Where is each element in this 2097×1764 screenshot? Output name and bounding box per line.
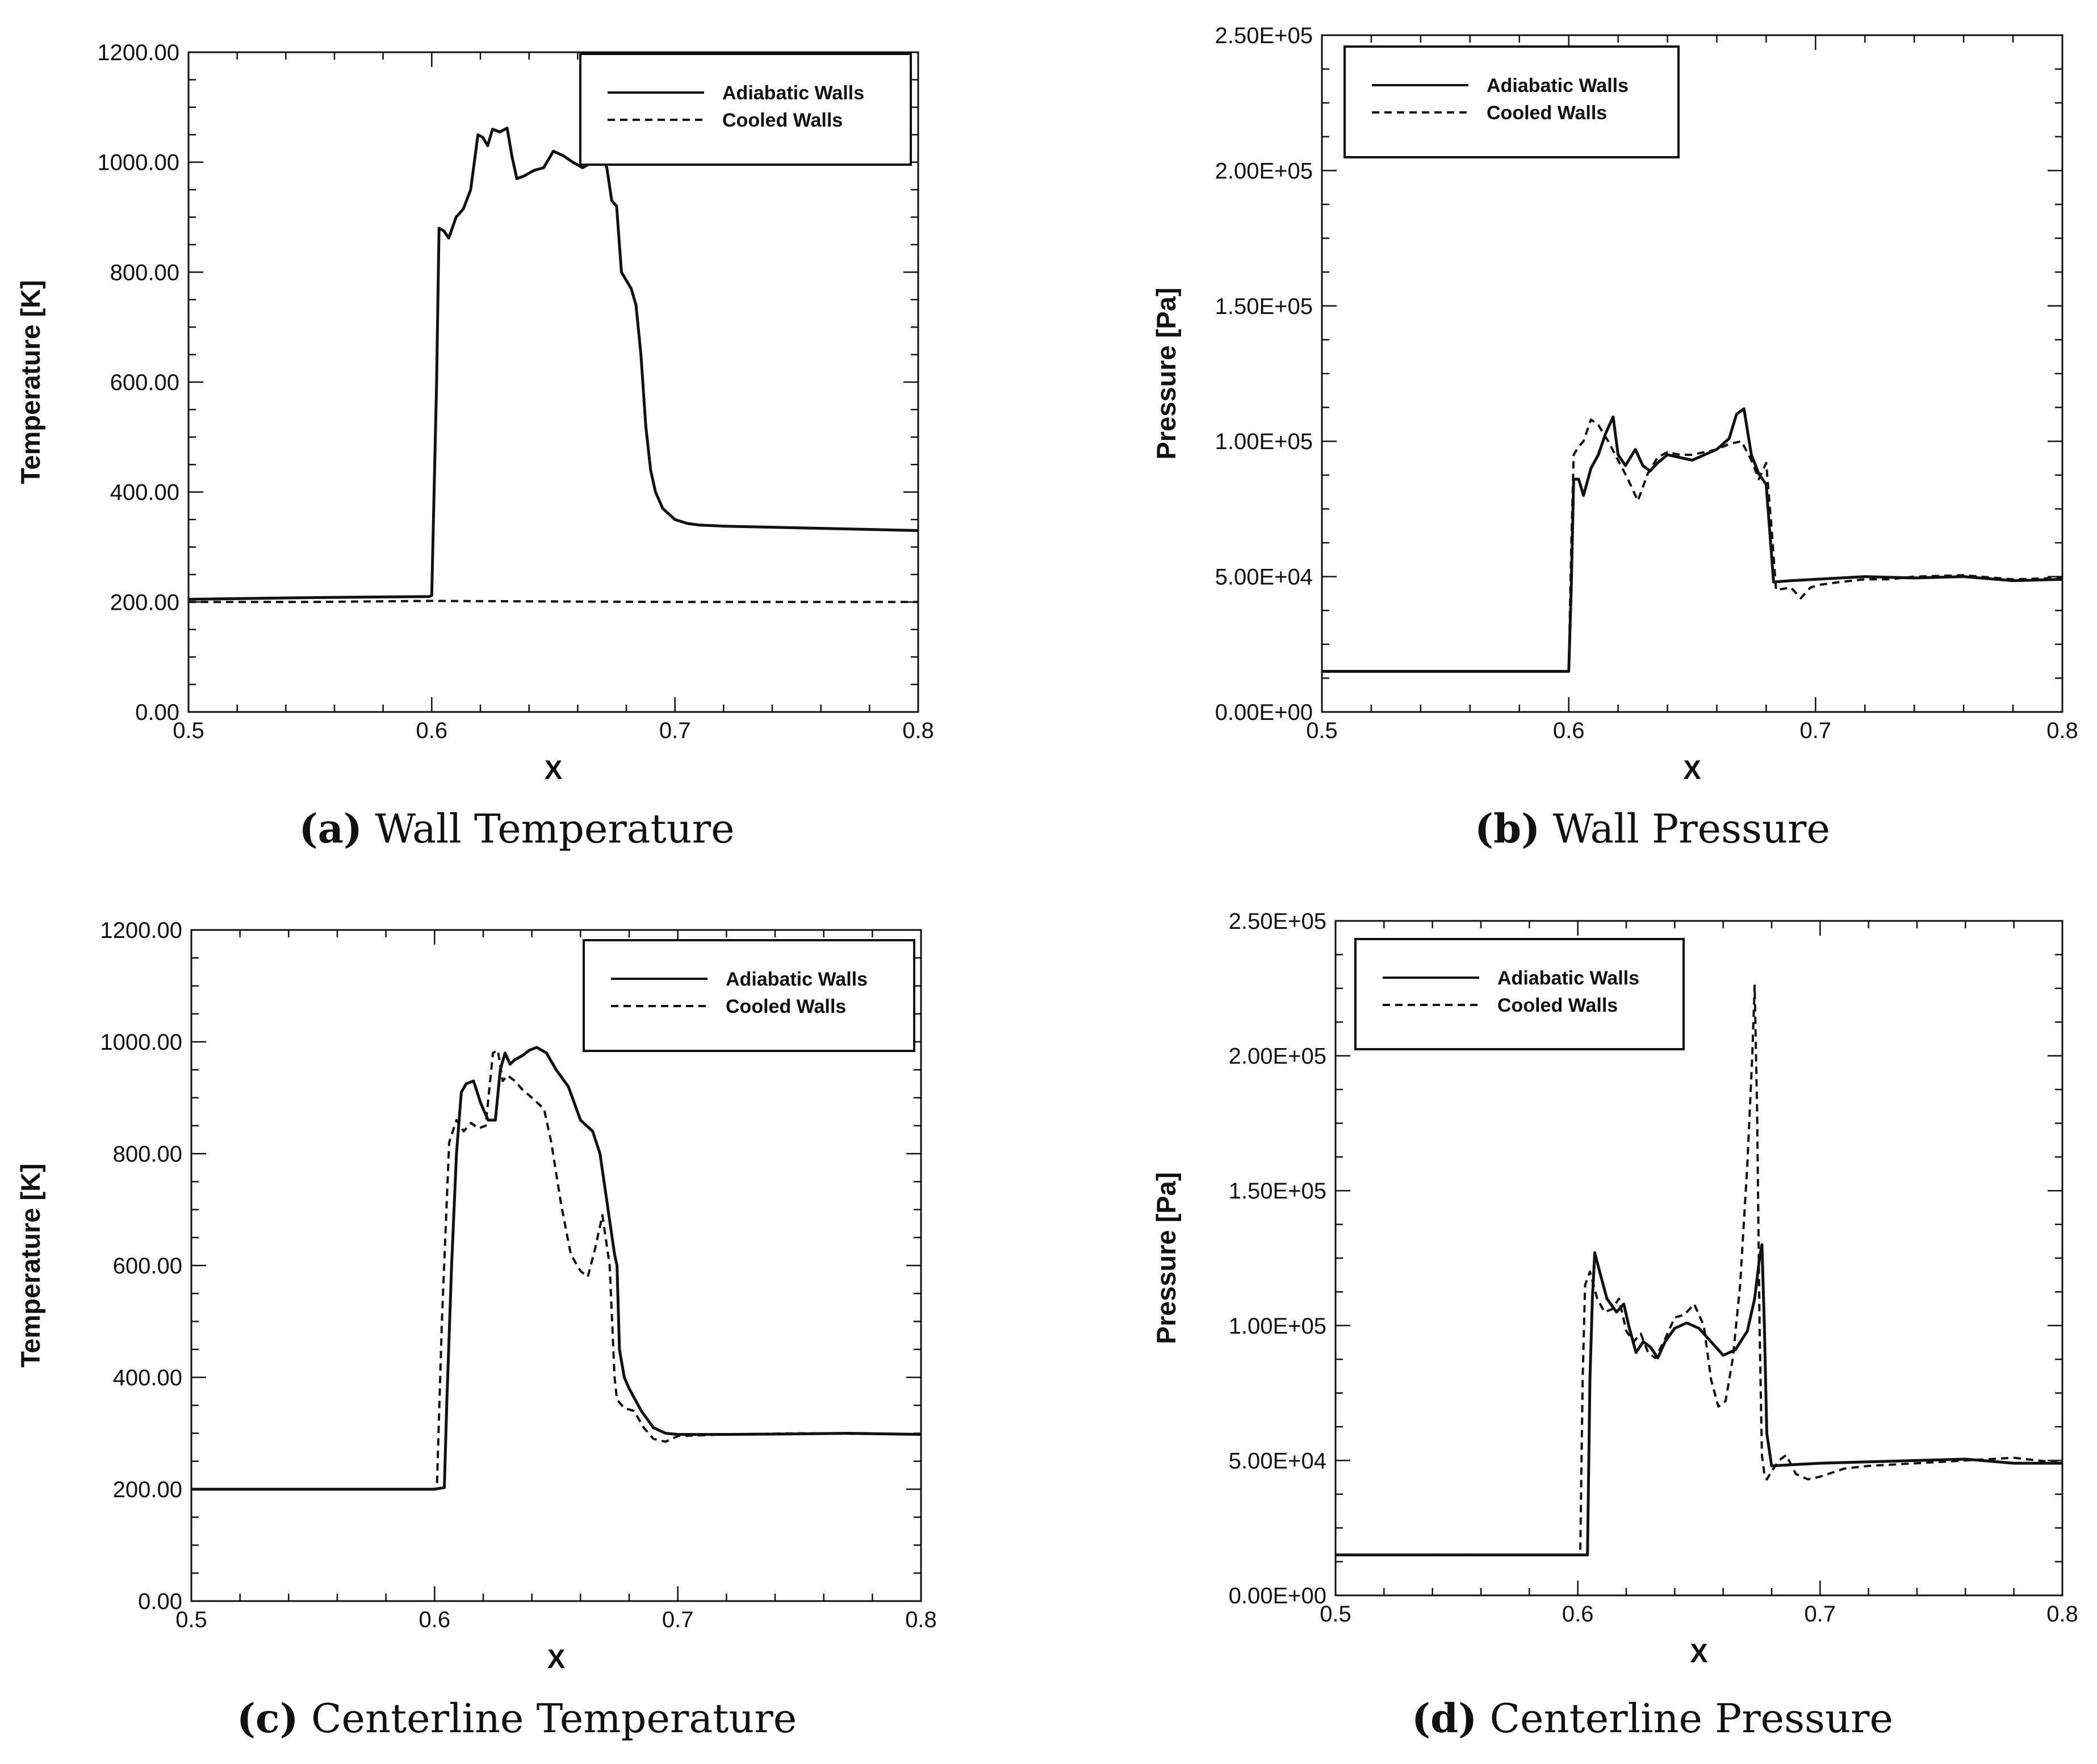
legend-label-cooled-walls-b: Cooled Walls xyxy=(1487,102,1607,124)
x-tick-label-d: 0.6 xyxy=(1562,1602,1594,1627)
chart-b: 0.5 0.6 0.7 0.8 0.00E+00 5.00E+04 1.00E+05 1.50… xyxy=(1151,23,2078,785)
x-tick-label-b: 0.6 xyxy=(1553,718,1585,743)
x-axis-title-c: X xyxy=(547,1644,565,1674)
caption-b-label: (b) xyxy=(1475,805,1541,852)
series-line-adiabatic-walls-c xyxy=(191,1046,921,1491)
legend-box-c xyxy=(583,939,915,1052)
x-tick-label-b: 0.7 xyxy=(1800,718,1832,743)
y-tick-label-b: 5.00E+04 xyxy=(1215,565,1313,590)
y-tick-label-c: 400.00 xyxy=(113,1365,182,1390)
x-axis-title-a: X xyxy=(545,755,562,785)
legend-label-adiabatic-walls-d: Adiabatic Walls xyxy=(1497,967,1639,989)
y-tick-label-c: 1000.00 xyxy=(100,1030,182,1055)
x-tick-label-a: 0.8 xyxy=(902,718,934,743)
legend-label-cooled-walls-c: Cooled Walls xyxy=(726,996,846,1017)
y-tick-label-a: 600.00 xyxy=(110,370,179,395)
y-tick-label-a: 800.00 xyxy=(110,260,179,285)
y-tick-label-c: 0.00 xyxy=(138,1589,182,1614)
x-tick-label-c: 0.8 xyxy=(905,1607,937,1632)
y-tick-label-a: 0.00 xyxy=(135,700,179,725)
x-axis-title-d: X xyxy=(1690,1638,1707,1668)
y-tick-label-c: 800.00 xyxy=(113,1142,182,1167)
y-tick-label-b: 1.00E+05 xyxy=(1215,429,1313,454)
y-tick-label-c: 200.00 xyxy=(113,1477,182,1502)
y-tick-label-a: 400.00 xyxy=(110,480,179,505)
series-line-adiabatic-walls-b xyxy=(1322,407,2062,673)
legend-a: Adiabatic Walls Cooled Walls xyxy=(579,53,912,166)
x-tick-label-a: 0.5 xyxy=(173,718,204,743)
y-tick-label-c: 1200.00 xyxy=(100,918,182,943)
caption-a: (a) Wall Temperature xyxy=(91,805,943,852)
x-tick-label-d: 0.7 xyxy=(1805,1602,1836,1627)
chart-a: 0.5 0.6 0.7 0.8 0.00 200.00 400.00 600.00 800.00… xyxy=(15,40,934,785)
y-tick-label-b: 1.50E+05 xyxy=(1215,294,1313,319)
y-tick-label-b: 2.50E+05 xyxy=(1215,23,1313,48)
caption-d-title: Centerline Pressure xyxy=(1489,1695,1893,1742)
legend-label-adiabatic-walls-b: Adiabatic Walls xyxy=(1487,75,1629,97)
x-tick-label-c: 0.5 xyxy=(175,1607,207,1632)
caption-c: (c) Centerline Temperature xyxy=(91,1695,943,1742)
caption-c-label: (c) xyxy=(236,1695,299,1742)
y-axis-title-a: Temperature [K] xyxy=(15,280,45,484)
caption-d-label: (d) xyxy=(1412,1695,1477,1742)
legend-d: Adiabatic Walls Cooled Walls xyxy=(1354,938,1685,1050)
series-line-cooled-walls-a xyxy=(189,600,918,604)
legend-label-cooled-walls-a: Cooled Walls xyxy=(722,110,843,131)
y-tick-label-a: 1000.00 xyxy=(97,150,179,175)
y-tick-label-d: 2.50E+05 xyxy=(1229,909,1326,934)
y-axis-title-b: Pressure [Pa] xyxy=(1151,287,1181,459)
y-axis-title-d: Pressure [Pa] xyxy=(1151,1172,1181,1344)
y-tick-label-d: 1.00E+05 xyxy=(1229,1314,1326,1339)
legend-label-adiabatic-walls-c: Adiabatic Walls xyxy=(726,969,868,990)
legend-b: Adiabatic Walls Cooled Walls xyxy=(1343,45,1680,158)
caption-d: (d) Centerline Pressure xyxy=(1227,1695,2078,1742)
caption-a-title: Wall Temperature xyxy=(375,806,735,852)
y-tick-label-b: 0.00E+00 xyxy=(1215,700,1313,725)
x-tick-label-a: 0.6 xyxy=(416,718,448,743)
series-line-adiabatic-walls-d xyxy=(1336,1243,2062,1557)
y-axis-title-c: Temperature [K] xyxy=(15,1163,45,1368)
y-tick-label-d: 5.00E+04 xyxy=(1229,1448,1326,1473)
x-tick-label-d: 0.8 xyxy=(2046,1602,2078,1627)
x-tick-label-b: 0.8 xyxy=(2046,718,2078,743)
chart-d: 0.5 0.6 0.7 0.8 0.00E+00 5.00E+04 1.00E+05 1.50… xyxy=(1151,909,2078,1668)
caption-c-title: Centerline Temperature xyxy=(311,1695,797,1742)
chart-c: 0.5 0.6 0.7 0.8 0.00 200.00 400.00 600.00 800.00… xyxy=(15,918,937,1674)
series-line-adiabatic-walls-a xyxy=(189,127,918,601)
y-tick-label-c: 600.00 xyxy=(113,1254,182,1279)
x-tick-label-b: 0.5 xyxy=(1306,718,1338,743)
x-tick-label-a: 0.7 xyxy=(659,718,691,743)
y-tick-label-d: 1.50E+05 xyxy=(1229,1179,1326,1204)
y-tick-label-a: 1200.00 xyxy=(97,40,179,65)
y-tick-label-b: 2.00E+05 xyxy=(1215,158,1313,183)
series-line-cooled-walls-d xyxy=(1336,984,2062,1556)
x-tick-label-d: 0.5 xyxy=(1320,1602,1351,1627)
legend-box-b xyxy=(1343,45,1680,158)
series-line-cooled-walls-c xyxy=(191,1049,921,1490)
y-tick-label-d: 2.00E+05 xyxy=(1229,1044,1326,1069)
y-tick-label-a: 200.00 xyxy=(110,590,179,615)
caption-b-title: Wall Pressure xyxy=(1552,806,1830,852)
caption-b: (b) Wall Pressure xyxy=(1227,805,2078,852)
legend-label-cooled-walls-d: Cooled Walls xyxy=(1497,995,1618,1016)
legend-box-d xyxy=(1354,938,1685,1050)
y-tick-label-d: 0.00E+00 xyxy=(1229,1583,1326,1608)
legend-box-a xyxy=(579,53,912,166)
x-tick-label-c: 0.7 xyxy=(662,1607,694,1632)
legend-c: Adiabatic Walls Cooled Walls xyxy=(583,939,915,1052)
x-tick-label-c: 0.6 xyxy=(419,1607,451,1632)
x-axis-title-b: X xyxy=(1683,755,1701,785)
caption-a-label: (a) xyxy=(299,805,363,852)
series-line-cooled-walls-b xyxy=(1322,418,2062,673)
legend-label-adiabatic-walls-a: Adiabatic Walls xyxy=(722,82,864,104)
